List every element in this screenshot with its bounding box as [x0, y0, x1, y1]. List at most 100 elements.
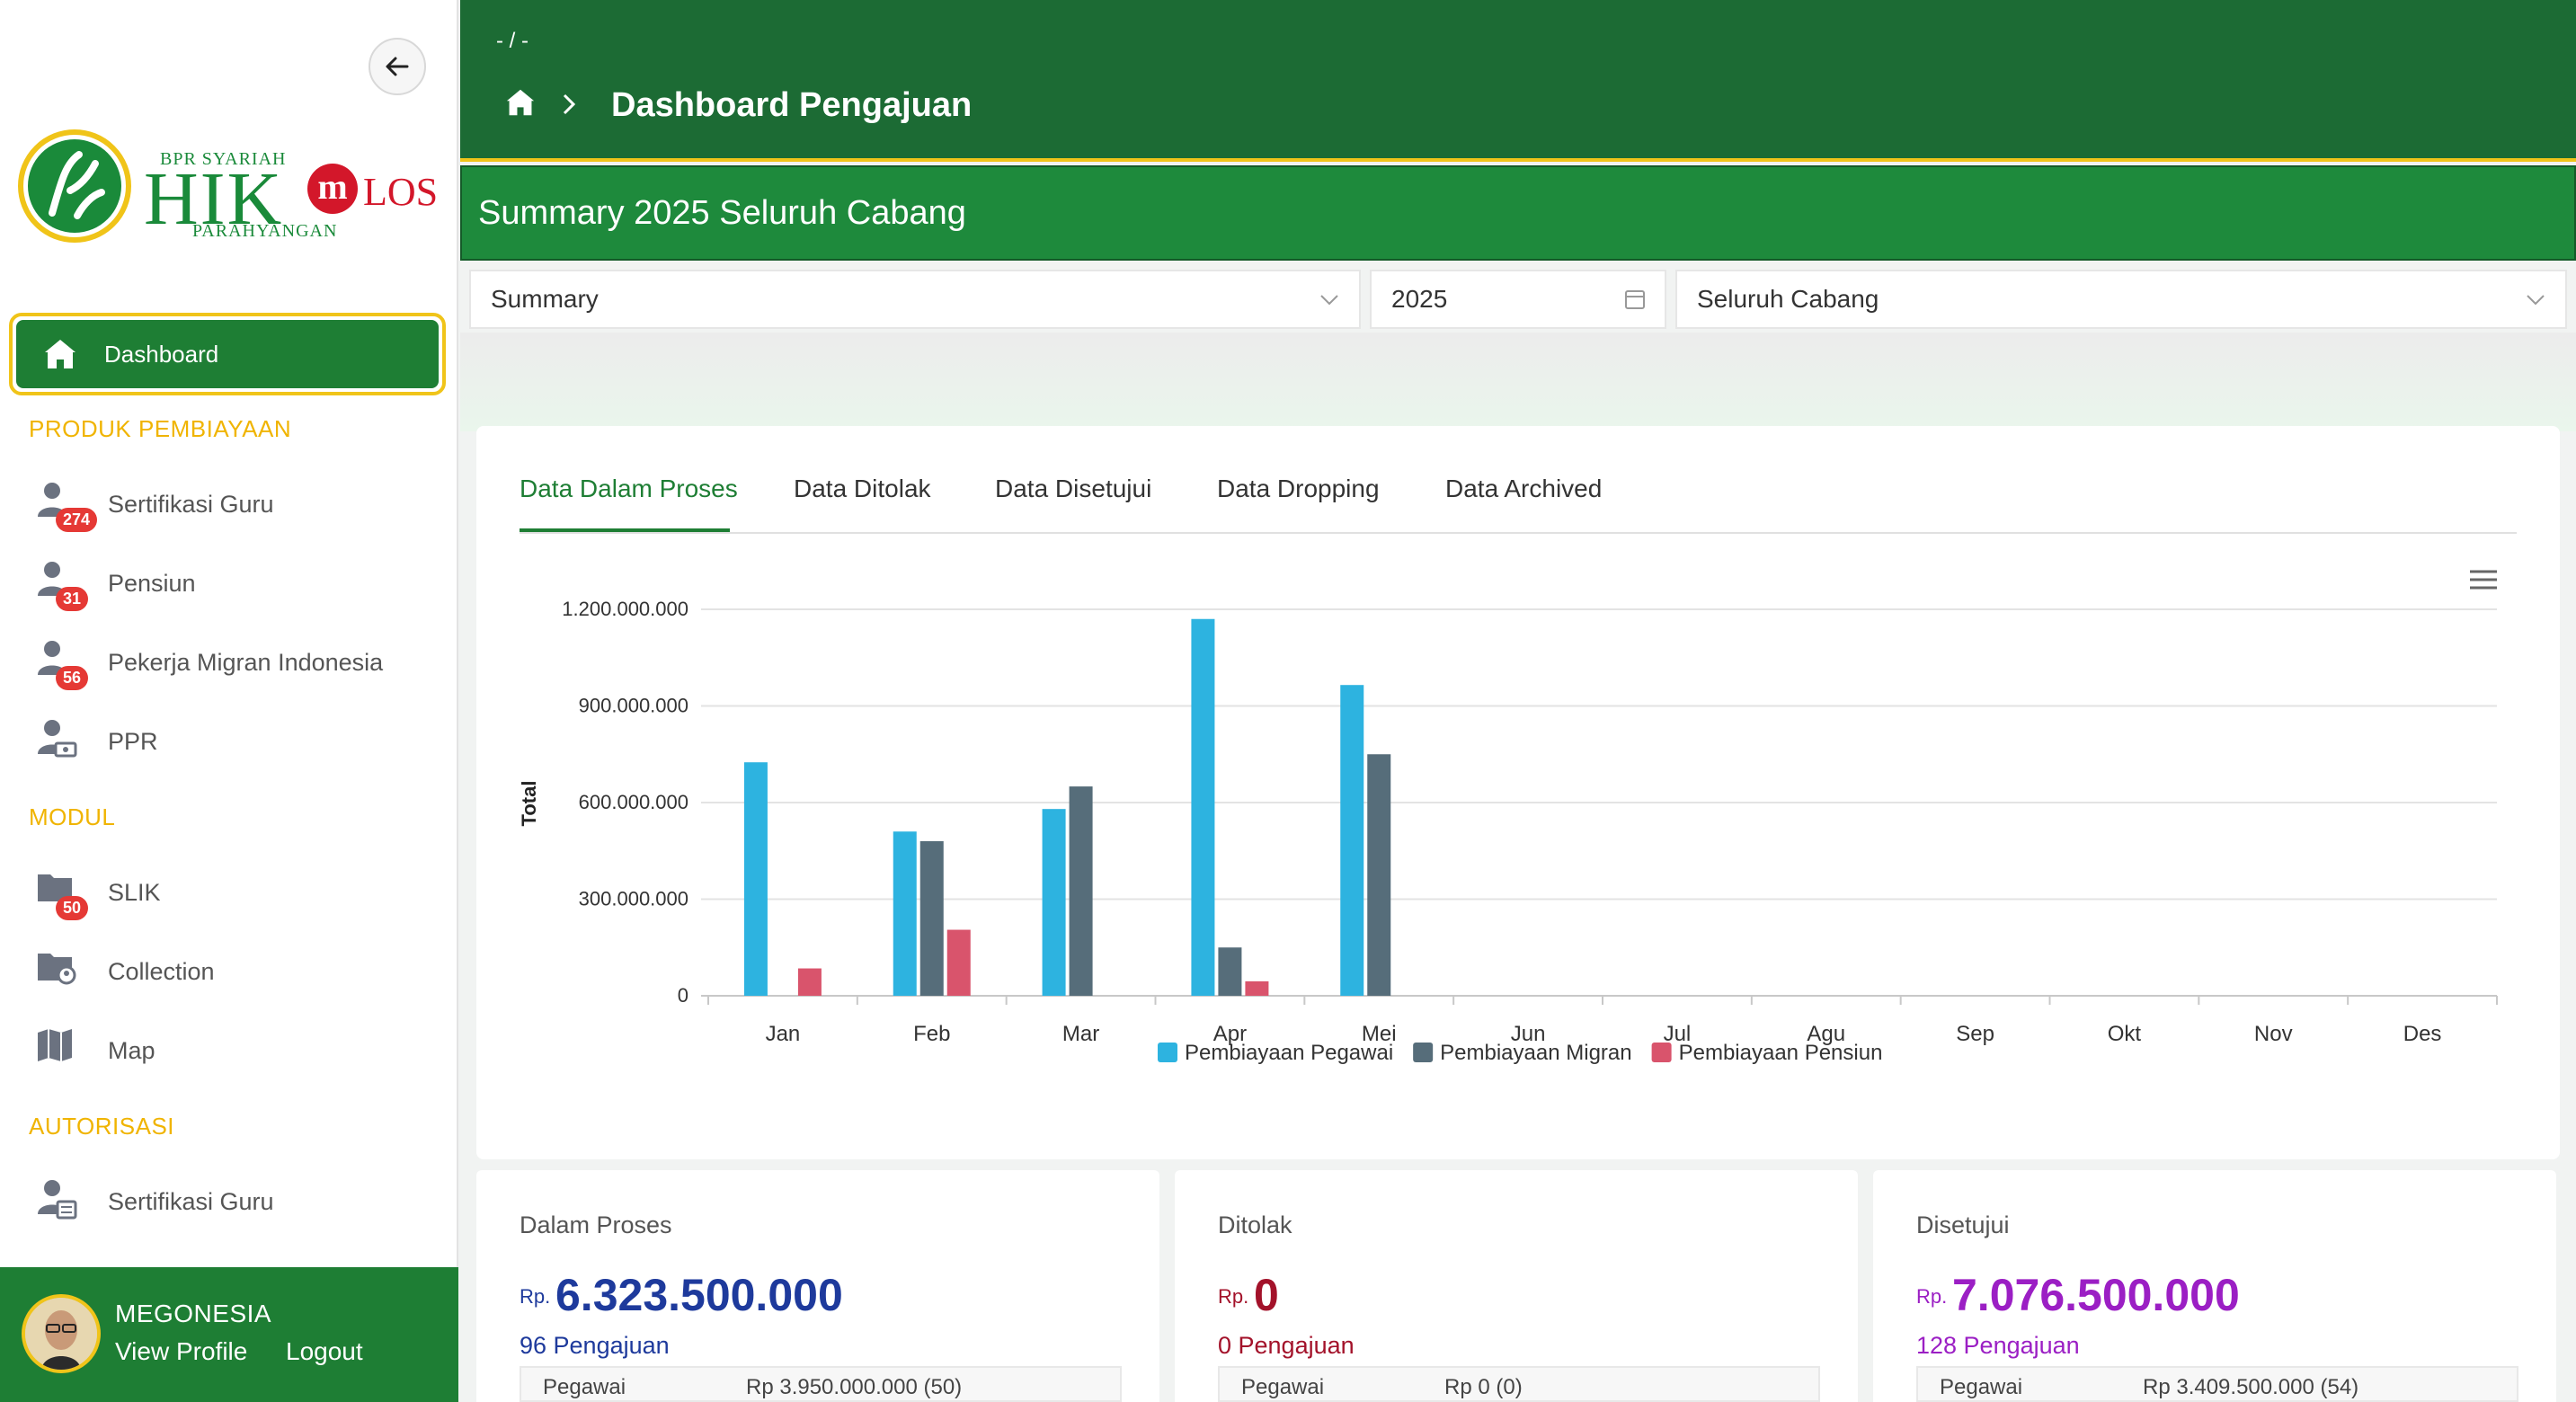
legend-label: Pembiayaan Pensiun: [1679, 1041, 1883, 1065]
bar-pembiayaan-pegawai: [1042, 809, 1066, 996]
sidebar-item-dashboard[interactable]: Dashboard: [9, 313, 446, 395]
x-tick-label: Mar: [1062, 1022, 1099, 1046]
sidebar-item-label: Sertifikasi Guru: [108, 1187, 274, 1215]
legend-swatch: [1651, 1043, 1672, 1062]
legend-label: Pembiayaan Migran: [1440, 1041, 1631, 1065]
year-picker[interactable]: 2025: [1370, 270, 1666, 329]
calendar-icon[interactable]: [1623, 288, 1647, 317]
count-badge: 50: [56, 896, 89, 920]
stat-detail-row: Pegawai Rp 0 (0): [1218, 1366, 1820, 1402]
sidebar-item-label: Map: [108, 1036, 155, 1064]
tab-data-ditolak[interactable]: Data Ditolak: [794, 475, 931, 502]
y-tick-label: 900.000.000: [579, 695, 688, 717]
bar-pembiayaan-pegawai: [743, 762, 768, 996]
stat-count: 0 Pengajuan: [1218, 1332, 1355, 1359]
stat-card-ditolak: Ditolak Rp. 0 0 Pengajuan Pegawai Rp 0 (…: [1175, 1170, 1858, 1402]
collapse-sidebar-button[interactable]: [369, 38, 426, 95]
map-icon: [36, 1027, 83, 1074]
view-profile-link[interactable]: View Profile: [115, 1337, 248, 1365]
currency-label: Rp.: [1916, 1285, 1948, 1308]
tab-divider: [520, 532, 2517, 534]
logo-sub-text: PARAHYANGAN: [192, 221, 338, 241]
chart-menu-icon[interactable]: [2468, 568, 2499, 596]
bar-pembiayaan-pegawai: [1191, 618, 1215, 996]
avatar[interactable]: [22, 1294, 101, 1373]
tab-data-disetujui[interactable]: Data Disetujui: [995, 475, 1152, 502]
home-icon[interactable]: [505, 88, 536, 121]
stat-card-disetujui: Disetujui Rp. 7.076.500.000 128 Pengajua…: [1873, 1170, 2556, 1402]
hik-emblem-icon: [18, 129, 131, 243]
top-header: - / - Dashboard Pengajuan: [460, 0, 2576, 162]
y-tick-label: 300.000.000: [579, 888, 688, 910]
section-title-autorisasi: AUTORISASI: [29, 1113, 175, 1140]
stat-amount: 0: [1254, 1270, 1279, 1320]
user-badge-icon: 31: [36, 560, 89, 611]
summary-bar: Summary 2025 Seluruh Cabang: [460, 165, 2576, 261]
sidebar-item-map[interactable]: Map: [36, 1019, 440, 1082]
bar-pembiayaan-migran: [1367, 754, 1391, 996]
user-badge-icon: 274: [36, 481, 98, 532]
bar-chart: 0 300.000.000 600.000.000 900.000.000 1.200.…: [518, 598, 2498, 1065]
x-tick-label: Feb: [913, 1022, 950, 1046]
folder-search-icon: 50: [36, 869, 89, 920]
tab-data-archived[interactable]: Data Archived: [1445, 475, 1603, 502]
stat-amount: 7.076.500.000: [1952, 1270, 2240, 1320]
arrow-left-icon: [386, 57, 409, 76]
legend-label: Pembiayaan Pegawai: [1185, 1041, 1393, 1065]
bar-pembiayaan-pensiun: [1245, 981, 1269, 996]
y-tick-label: 0: [678, 984, 688, 1007]
x-tick-label: Apr: [1213, 1022, 1247, 1046]
tab-data-dalam-proses[interactable]: Data Dalam Proses: [520, 475, 738, 502]
folder-user-icon: [36, 948, 83, 995]
summary-title: Summary 2025 Seluruh Cabang: [478, 194, 966, 232]
chevron-right-icon: [561, 92, 577, 121]
stat-detail-row: Pegawai Rp 3.950.000.000 (50): [520, 1366, 1122, 1402]
sidebar-item-autorisasi-sertifikasi-guru[interactable]: Sertifikasi Guru: [36, 1170, 440, 1233]
sidebar-item-label: SLIK: [108, 878, 161, 906]
user-badge-icon: 56: [36, 639, 89, 690]
summary-select[interactable]: Summary: [469, 270, 1361, 329]
x-tick-label: Des: [2403, 1022, 2442, 1046]
sidebar-item-pensiun[interactable]: 31 Pensiun: [36, 552, 440, 615]
y-tick-label: 1.200.000.000: [562, 598, 688, 620]
logout-link[interactable]: Logout: [286, 1337, 363, 1365]
sidebar-item-label: PPR: [108, 727, 158, 755]
sidebar-item-label: Pensiun: [108, 569, 196, 597]
sidebar-item-label: Sertifikasi Guru: [108, 490, 274, 518]
legend-swatch: [1413, 1043, 1434, 1062]
stat-row-key: Pegawai: [543, 1375, 626, 1399]
sidebar-item-ppr[interactable]: PPR: [36, 710, 440, 773]
x-tick-label: Okt: [2108, 1022, 2142, 1046]
tab-active-indicator: [520, 528, 730, 532]
x-tick-label: Agu: [1807, 1022, 1845, 1046]
sidebar-item-slik[interactable]: 50 SLIK: [36, 861, 440, 924]
sidebar: BPR SYARIAH HIK PARAHYANGAN m LOS Dashbo…: [0, 0, 458, 1402]
count-badge: 56: [56, 666, 89, 690]
branch-select[interactable]: Seluruh Cabang: [1675, 270, 2567, 329]
logo-los-text: LOS: [363, 170, 439, 214]
bar-pembiayaan-pensiun: [797, 968, 822, 996]
sidebar-item-collection[interactable]: Collection: [36, 940, 440, 1003]
stat-row-value: Rp 0 (0): [1444, 1375, 1523, 1399]
year-picker-value: 2025: [1391, 285, 1448, 313]
stat-row-key: Pegawai: [1241, 1375, 1325, 1399]
tab-data-dropping[interactable]: Data Dropping: [1217, 475, 1380, 502]
stat-row-key: Pegawai: [1940, 1375, 2023, 1399]
sidebar-item-sertifikasi-guru[interactable]: 274 Sertifikasi Guru: [36, 473, 440, 536]
summary-select-value: Summary: [491, 285, 599, 313]
bar-pembiayaan-migran: [919, 841, 944, 996]
stat-count: 96 Pengajuan: [520, 1332, 670, 1359]
stat-title: Ditolak: [1218, 1211, 1292, 1238]
logo-main-text: HIK: [144, 157, 284, 241]
logo-small-text: BPR SYARIAH: [160, 149, 287, 169]
user-list-icon: [36, 1178, 83, 1225]
stat-title: Dalam Proses: [520, 1211, 672, 1238]
x-tick-label: Jun: [1511, 1022, 1546, 1046]
breadcrumb-small: - / -: [496, 29, 529, 53]
stat-card-dalam-proses: Dalam Proses Rp. 6.323.500.000 96 Pengaj…: [476, 1170, 1159, 1402]
sidebar-item-label: Pekerja Migran Indonesia: [108, 648, 384, 676]
sidebar-item-pekerja-migran[interactable]: 56 Pekerja Migran Indonesia: [36, 631, 440, 694]
page-title: Dashboard Pengajuan: [611, 86, 973, 124]
bar-pembiayaan-migran: [1218, 947, 1242, 996]
y-tick-label: 600.000.000: [579, 791, 688, 813]
